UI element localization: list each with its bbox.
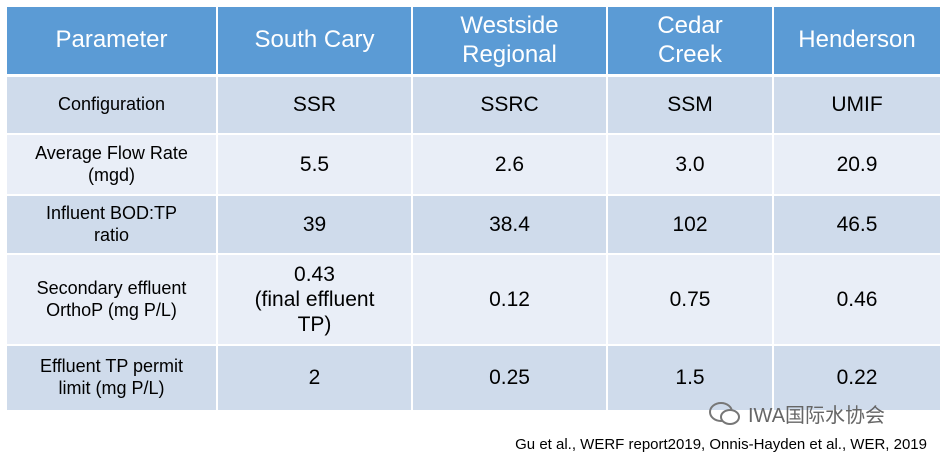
table: Parameter South Cary Westside Regional Ceda…	[7, 7, 942, 412]
table-cell: 2.6	[413, 135, 608, 196]
table-cell: 0.43 (final effluent TP)	[218, 255, 413, 346]
table-cell: 0.25	[413, 346, 608, 412]
table-cell: 46.5	[774, 196, 942, 255]
wechat-icon	[709, 401, 740, 425]
table-cell: SSM	[608, 77, 774, 135]
table-cell: 5.5	[218, 135, 413, 196]
table-cell: 1.5	[608, 346, 774, 412]
table-cell: 0.75	[608, 255, 774, 346]
table-cell: 0.46	[774, 255, 942, 346]
table-cell: 0.22	[774, 346, 942, 412]
row-label: Effluent TP permit limit (mg P/L)	[7, 346, 218, 412]
table-cell: 3.0	[608, 135, 774, 196]
table-cell: 102	[608, 196, 774, 255]
table-cell: 0.12	[413, 255, 608, 346]
table-cell: 20.9	[774, 135, 942, 196]
header-cell: South Cary	[218, 7, 413, 77]
row-label: Configuration	[7, 77, 218, 135]
table-cell: UMIF	[774, 77, 942, 135]
table-cell: 2	[218, 346, 413, 412]
citation: Gu et al., WERF report2019, Onnis-Hayden…	[515, 436, 927, 453]
row-label: Influent BOD:TP ratio	[7, 196, 218, 255]
watermark: IWA国际水协会	[708, 399, 885, 428]
header-cell: Cedar Creek	[608, 7, 774, 77]
table-cell: 38.4	[413, 196, 608, 255]
table-cell: SSR	[218, 77, 413, 135]
watermark-text: IWA国际水协会	[748, 405, 886, 427]
header-cell: Henderson	[774, 7, 942, 77]
table-cell: 39	[218, 196, 413, 255]
row-label: Average Flow Rate (mgd)	[7, 135, 218, 196]
header-cell: Parameter	[7, 7, 218, 77]
header-cell: Westside Regional	[413, 7, 608, 77]
table-cell: SSRC	[413, 77, 608, 135]
row-label: Secondary effluent OrthoP (mg P/L)	[7, 255, 218, 346]
